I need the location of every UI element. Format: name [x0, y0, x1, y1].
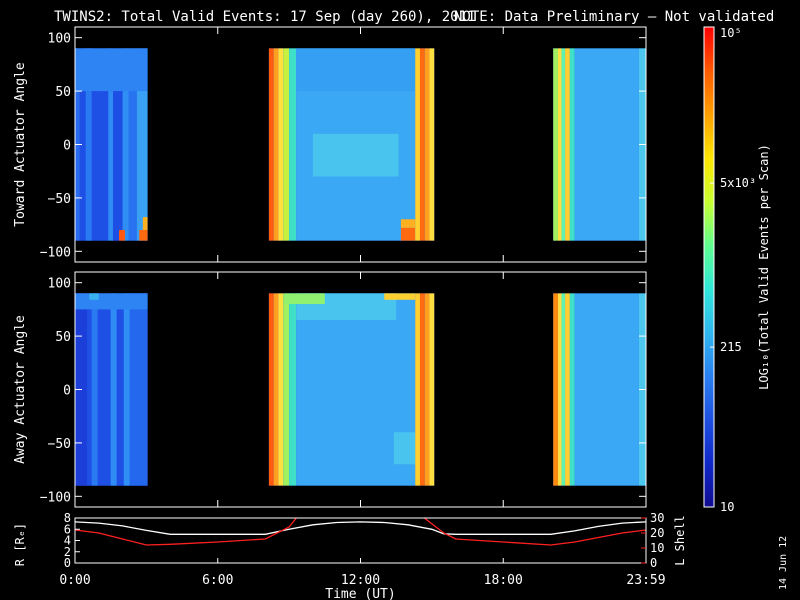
colorbar-tick-label-1: 5x10³	[720, 176, 756, 190]
heatmap-cell-23	[419, 48, 425, 241]
colorbar: 10⁵ 5x10³ 215 10 LOG₁₀(Total Valid Events pe…	[703, 26, 771, 514]
time-tick-label-3: 18:00	[484, 573, 523, 588]
heatmap-cell-12	[289, 293, 297, 486]
heatmap-cell-10	[142, 217, 148, 230]
heatmap-cell-14	[278, 48, 284, 241]
heatmap-cell-31	[574, 48, 639, 241]
heatmap-cell-21	[400, 219, 416, 228]
heatmap-cell-4	[123, 293, 130, 486]
colorbar-tick-label-0: 10⁵	[720, 26, 742, 40]
r-axis-label: R [Rₑ]	[13, 523, 27, 566]
heatmap-cell-13	[273, 48, 279, 241]
away-heatmap-panel: 100 50 0 −50 −100 Away Actuator Angle	[13, 271, 647, 508]
heatmap-cell-27	[574, 293, 639, 486]
heatmap-cell-22	[415, 48, 420, 241]
heatmap-cell-3	[110, 293, 117, 486]
footer-date: 14 Jun 12	[778, 536, 789, 590]
lshell-tick-label-2: 10	[650, 541, 664, 555]
lshell-tick-label-3: 0	[650, 556, 657, 570]
heatmap-cell-9	[273, 293, 279, 486]
x-axis-label: Time (UT)	[325, 587, 395, 600]
heatmap-cell-5	[129, 293, 148, 486]
heatmap-cell-15	[284, 293, 325, 305]
y-axis-label: Away Actuator Angle	[13, 315, 28, 464]
heatmap-cell-18	[415, 293, 420, 486]
colorbar-tick-label-3: 10	[720, 500, 734, 514]
l-shell-line-2	[423, 518, 646, 546]
heatmap-cell-9	[139, 229, 148, 241]
heatmap-cell-26	[553, 48, 558, 241]
heatmap-cell-8	[268, 293, 274, 486]
heatmap-cell-29	[565, 48, 570, 241]
heatmap-cell-18	[312, 133, 399, 177]
time-tick-label-1: 6:00	[202, 573, 233, 588]
y-tick-label-1: 50	[55, 85, 71, 100]
heatmap-cell-7	[89, 293, 99, 300]
r-tick-label-0: 8	[64, 511, 71, 525]
lshell-tick-label-1: 20	[650, 526, 664, 540]
r-tick-label-3: 2	[64, 545, 71, 559]
time-tick-label-0: 0:00	[59, 573, 90, 588]
heatmap-cell-23	[557, 293, 562, 486]
heatmap-cell-8	[119, 229, 125, 241]
lshell-axis-label: L Shell	[673, 515, 687, 566]
heatmap-cell-22	[553, 293, 558, 486]
colorbar-label: LOG₁₀(Total Valid Events per Scan)	[757, 144, 771, 390]
heatmap-cell-2	[85, 48, 92, 241]
heatmap-cell-10	[278, 293, 284, 486]
heatmap-cell-24	[561, 293, 566, 486]
y-tick-label-2: 0	[63, 139, 71, 154]
heatmap-cell-6	[75, 293, 148, 310]
y-tick-label-4: −100	[40, 245, 71, 260]
l-shell-line-1	[75, 518, 298, 546]
y-tick-label-4: −100	[40, 490, 71, 505]
heatmap-cell-24	[424, 48, 430, 241]
heatmap-cell-26	[569, 293, 575, 486]
heatmap-cell-2	[91, 293, 98, 486]
y-tick-label-3: −50	[48, 437, 71, 452]
r-tick-label-1: 6	[64, 522, 71, 536]
heatmap-cell-27	[557, 48, 562, 241]
y-axis-label: Toward Actuator Angle	[13, 62, 28, 227]
heatmap-cell-11	[75, 48, 148, 92]
lshell-tick-label-0: 30	[650, 511, 664, 525]
heatmap-cell-6	[128, 48, 137, 241]
heatmap-cell-12	[268, 48, 274, 241]
preliminary-note: NOTE: Data Preliminary – Not validated	[454, 9, 774, 25]
toward-heatmap-panel: 100 50 0 −50 −100 Toward Actuator Angle	[13, 26, 647, 263]
heatmap-cell-28	[561, 48, 566, 241]
y-tick-label-2: 0	[63, 384, 71, 399]
y-tick-label-0: 100	[48, 277, 71, 292]
heatmap-cell-3	[108, 48, 114, 241]
heatmap-cell-16	[289, 48, 297, 241]
plot-title: TWINS2: Total Valid Events: 17 Sep (day …	[54, 9, 475, 25]
heatmap-cell-25	[429, 48, 435, 241]
heatmap-cell-20	[424, 293, 430, 486]
heatmap-cell-16	[393, 432, 416, 465]
time-tick-label-2: 12:00	[341, 573, 380, 588]
y-tick-label-3: −50	[48, 192, 71, 207]
heatmap-cell-5	[122, 48, 129, 241]
heatmap-cell-21	[429, 293, 435, 486]
colorbar-bar	[703, 26, 715, 508]
heatmap-cell-20	[400, 227, 416, 241]
time-tick-label-4: 23:59	[626, 573, 665, 588]
y-tick-label-0: 100	[48, 32, 71, 47]
heatmap-cell-19	[296, 48, 416, 92]
heatmap-cell-25	[565, 293, 570, 486]
heatmap-cell-4	[113, 48, 123, 241]
r-tick-label-4: 0	[64, 556, 71, 570]
heatmap-cell-19	[419, 293, 425, 486]
y-tick-label-1: 50	[55, 330, 71, 345]
heatmap-cell-30	[569, 48, 575, 241]
heatmap-cell-11	[283, 293, 290, 486]
colorbar-tick-label-2: 215	[720, 340, 742, 354]
heatmap-cell-7	[136, 48, 148, 241]
heatmap-cell-15	[283, 48, 290, 241]
r-distance-line-0	[75, 521, 646, 535]
heatmap-cell-17	[384, 293, 416, 300]
r-tick-label-2: 4	[64, 534, 71, 548]
